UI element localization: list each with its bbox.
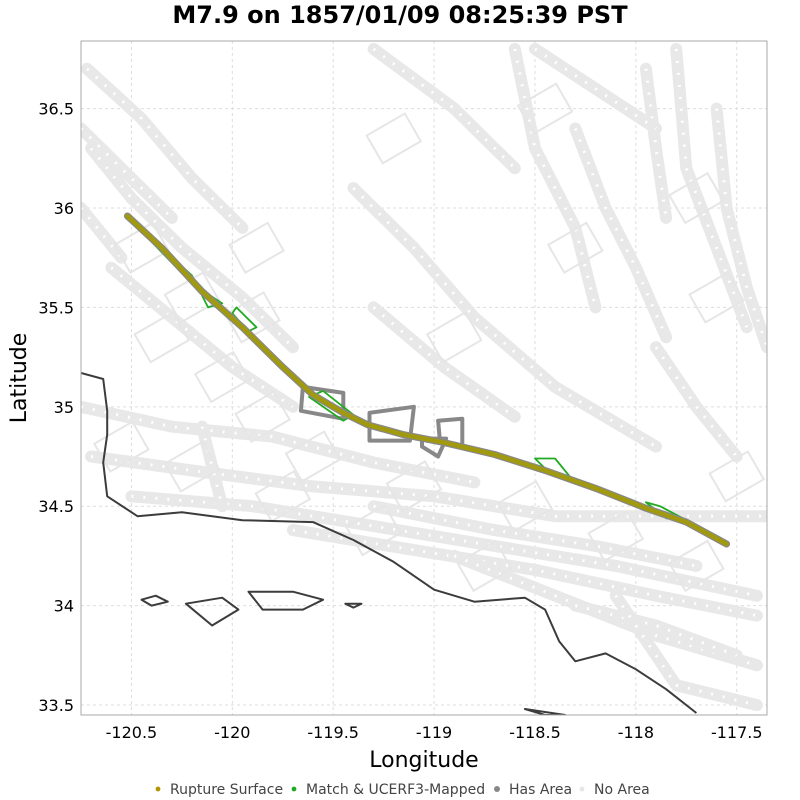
legend-marker-no-area [579, 786, 585, 792]
no-area-fault-box [385, 460, 443, 513]
rupture-layer [123, 212, 731, 548]
no-area-fault-box [546, 221, 604, 274]
island-outline [140, 594, 169, 607]
rupture-surface-trace[interactable] [125, 213, 729, 547]
no-area-fault-box [365, 112, 423, 165]
x-tick-label: -120.5 [106, 723, 158, 742]
y-axis-label: Latitude [7, 333, 32, 424]
x-tick-label: -118 [618, 723, 654, 742]
plot-border [80, 40, 768, 716]
y-tick-label: 36.5 [38, 100, 74, 119]
no-area-fault-box [708, 450, 766, 503]
no-area-fault-box [163, 271, 221, 324]
x-axis-label: Longitude [369, 748, 478, 773]
no-area-fault-trace [347, 182, 662, 453]
x-tick-label: -117.5 [711, 723, 763, 742]
island-outline [344, 602, 363, 609]
no-area-fault-trace [125, 490, 763, 602]
no-area-fault-trace [81, 202, 128, 264]
has-area-fault-polygon[interactable] [298, 384, 346, 421]
x-tick-label: -119 [416, 723, 452, 742]
island-outline [247, 590, 325, 611]
map-title: M7.9 on 1857/01/09 08:25:39 PST [172, 1, 628, 29]
island-outline [523, 708, 567, 715]
y-tick-label: 33.5 [38, 696, 74, 715]
coastline-layer [81, 372, 698, 715]
no-area-fault-segment [373, 504, 697, 568]
y-tick-label: 34.5 [38, 497, 74, 516]
no-area-fault-segment [715, 108, 767, 348]
legend: Rupture Surface Match & UCERF3-Mapped Ha… [155, 782, 650, 798]
no-area-fault-trace [569, 122, 673, 344]
no-area-fault-segment [110, 266, 294, 409]
x-tick-labels: -120.5 -120 -119.5 -119 -118.5 -118 -117.5 [106, 723, 763, 742]
no-area-fault-box [425, 311, 483, 364]
x-tick-label: -118.5 [509, 723, 561, 742]
no-area-fault-segment [81, 405, 475, 484]
no-area-fault-segment [200, 426, 224, 507]
y-tick-labels: 33.5 34 34.5 35 35.5 36 36.5 [38, 100, 74, 715]
no-area-fault-box [113, 221, 170, 274]
no-area-fault-segment [654, 346, 738, 458]
legend-label-has-area: Has Area [509, 782, 572, 798]
y-tick-label: 34 [54, 597, 74, 616]
x-tick-label: -119.5 [307, 723, 359, 742]
no-area-fault-box [163, 440, 221, 493]
x-tick-label: -120 [214, 723, 250, 742]
no-area-fault-segment [81, 127, 173, 219]
no-area-fault-segment [534, 47, 657, 130]
legend-marker-rupture [155, 786, 161, 792]
no-area-fault-segment [513, 48, 597, 308]
no-area-fault-segment [86, 67, 244, 229]
no-area-fault-box [254, 470, 312, 523]
y-tick-label: 36 [54, 199, 74, 218]
no-area-fault-box [496, 480, 554, 533]
no-area-fault-segment [372, 47, 516, 170]
coastline [81, 372, 698, 714]
no-area-fault-network [81, 43, 767, 712]
no-area-fault-box [92, 420, 150, 473]
no-area-fault-box [133, 311, 191, 364]
no-area-fault-box [234, 390, 292, 443]
legend-label-rupture: Rupture Surface [170, 782, 283, 798]
legend-label-no-area: No Area [594, 782, 650, 798]
legend-marker-match [291, 786, 297, 792]
legend-label-match: Match & UCERF3-Mapped [306, 782, 485, 798]
no-area-fault-box [228, 221, 285, 274]
no-area-fault-trace [569, 599, 743, 662]
no-area-fault-trace [367, 301, 521, 423]
legend-marker-has-area [494, 786, 500, 792]
no-area-fault-trace [670, 43, 753, 334]
no-area-fault-box [667, 171, 725, 225]
no-area-fault-box [193, 350, 251, 404]
no-area-fault-box [587, 509, 645, 563]
plot-area[interactable] [81, 41, 767, 715]
y-tick-label: 35 [54, 398, 74, 417]
island-outline [184, 596, 240, 627]
no-area-fault-box [688, 271, 745, 324]
no-area-fault-box [516, 82, 574, 135]
no-area-fault-box [667, 539, 725, 593]
no-area-fault-box [224, 291, 281, 344]
no-area-fault-trace [639, 62, 673, 224]
y-tick-label: 35.5 [38, 298, 74, 317]
no-area-fault-box [284, 430, 342, 483]
no-area-fault-box [456, 539, 513, 593]
no-area-fault-trace [286, 524, 763, 622]
has-area-fault-polygon[interactable] [367, 404, 416, 443]
no-area-fault-segment [90, 455, 767, 518]
no-area-fault-trace [85, 142, 299, 354]
no-area-fault-segment [614, 594, 758, 707]
